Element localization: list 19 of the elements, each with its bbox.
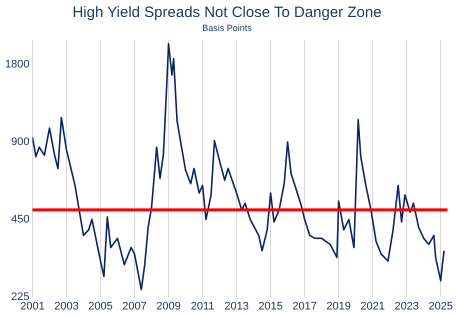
y-tick-label: 450 bbox=[11, 213, 30, 226]
y-tick-label: 1800 bbox=[4, 58, 30, 71]
y-tick-label: 225 bbox=[11, 290, 30, 303]
x-tick-label: 2019 bbox=[326, 300, 351, 312]
x-tick-label: 2015 bbox=[258, 300, 283, 312]
x-tick-label: 2025 bbox=[428, 300, 453, 312]
x-tick-label: 2005 bbox=[88, 300, 113, 312]
x-tick-label: 2003 bbox=[54, 300, 79, 312]
y-tick-label: 900 bbox=[11, 136, 30, 148]
x-tick-label: 2011 bbox=[190, 300, 214, 312]
x-tick-label: 2007 bbox=[122, 300, 147, 312]
chart-subtitle: Basis Points bbox=[202, 22, 252, 33]
x-tick-label: 2023 bbox=[394, 300, 419, 312]
x-tick-label: 2021 bbox=[360, 300, 385, 312]
x-tick-label: 2009 bbox=[156, 300, 181, 312]
x-tick-label: 2013 bbox=[224, 300, 249, 312]
x-tick-label: 2017 bbox=[292, 300, 317, 312]
chart-title: High Yield Spreads Not Close To Danger Zone bbox=[72, 4, 382, 22]
x-tick-label: 2001 bbox=[20, 300, 45, 312]
